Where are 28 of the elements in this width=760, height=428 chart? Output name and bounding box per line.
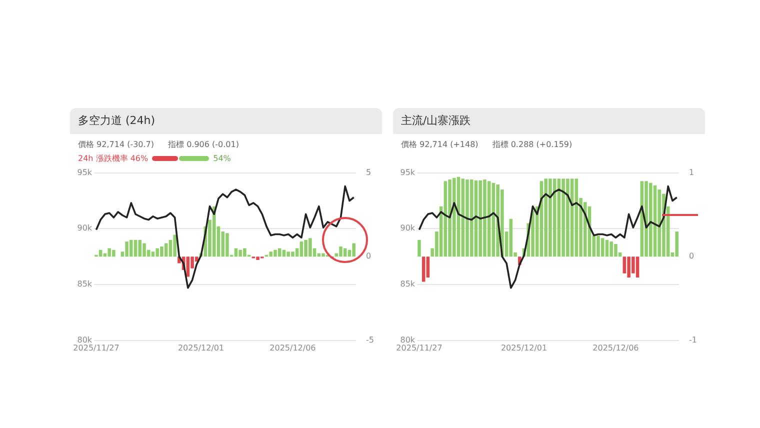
x-tick-label: 2025/12/01 [500,343,548,352]
text: 指標 0.288 (+0.159) [492,140,572,149]
y2-tick-label: -1 [689,335,698,344]
x-tick-label: 2025/12/06 [270,343,316,352]
y-tick-label: 90k [400,224,416,233]
text: 24h 漲跌機率 46% [78,153,148,164]
x-tick-label: 2025/11/27 [73,343,120,352]
y2-tick-label: 0 [689,252,694,261]
y-tick-label: 95k [77,168,92,177]
chart-title: 多空力道 (24h) [70,108,382,134]
y-tick-label: 85k [77,280,92,289]
y-tick-label: 90k [77,224,92,233]
y-tick-label: 95k [400,168,416,177]
text: 指標 0.906 (-0.01) [168,140,239,149]
y-tick-label: 80k [77,335,92,344]
x-tick-label: 2025/12/01 [178,343,224,352]
y2-tick-label: 5 [366,168,372,177]
y2-tick-label: -5 [366,335,374,344]
y2-tick-label: 1 [689,168,694,177]
x-tick-label: 2025/11/27 [396,343,442,352]
y2-tick-label: 0 [366,252,372,261]
x-tick-label: 2025/12/06 [592,343,639,352]
chart-title: 主流/山寨漲跌 [393,108,705,134]
text: 54% [213,154,231,163]
text: 價格 92,714 (+148) [401,140,478,149]
y-tick-label: 85k [400,280,416,289]
text: 價格 92,714 (-30.7) [78,140,154,149]
y-tick-label: 80k [400,335,416,344]
